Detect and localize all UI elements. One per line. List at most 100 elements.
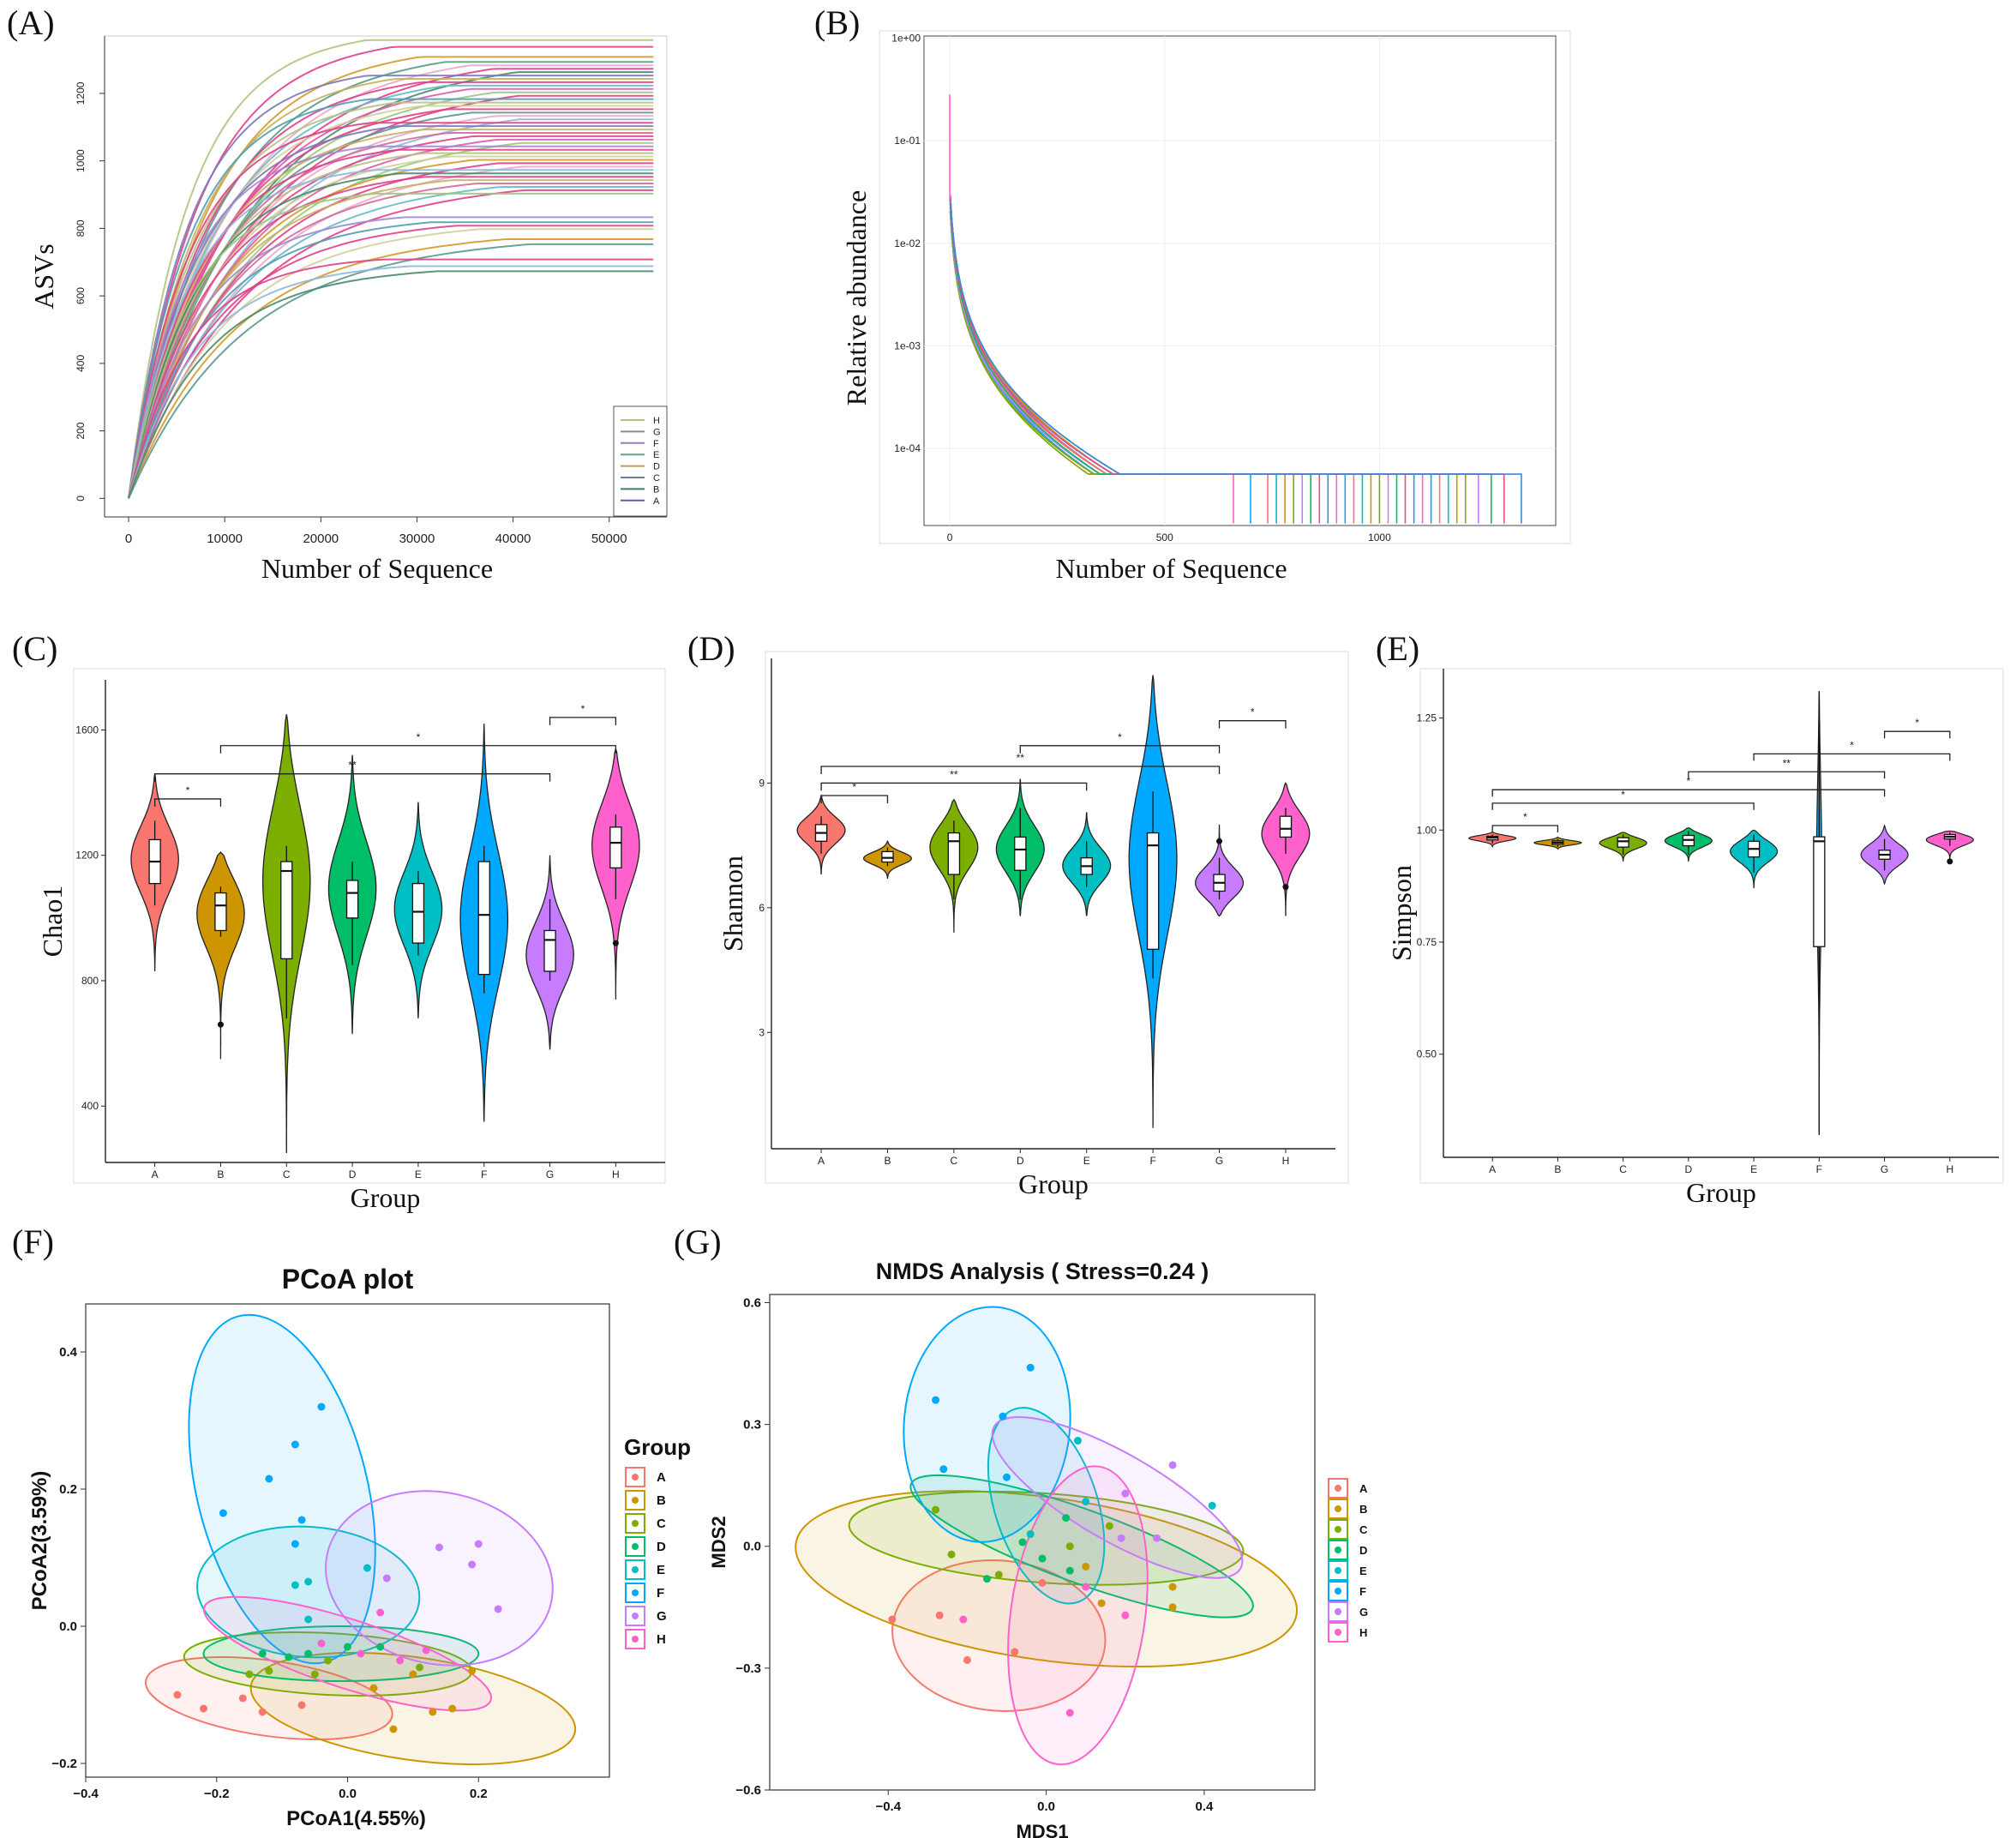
ellipse-G	[991, 1416, 1244, 1579]
panel-f-y-axis-title: PCoA2(3.59%)	[28, 1471, 51, 1611]
legend-label-D: D	[657, 1540, 666, 1554]
panel-a-rarefaction-curve	[128, 270, 654, 499]
outlier-G	[1216, 838, 1223, 844]
panel-a-rarefaction-curve	[128, 176, 654, 499]
panel-a-rarefaction-curve	[128, 98, 654, 499]
outlier-H	[612, 940, 619, 946]
panel-f-y-tick-label: 0.0	[59, 1619, 77, 1634]
panel-label-D: (D)	[687, 629, 735, 668]
box-B	[881, 850, 894, 863]
point-D	[1018, 1538, 1027, 1547]
panel-g-y-tick-label: 0.3	[743, 1418, 761, 1433]
point-D	[376, 1643, 385, 1651]
panel-e-y-tick-label: 0.50	[1417, 1048, 1437, 1060]
legend-dot-F	[1335, 1588, 1341, 1595]
panel-b-x-tick-label: 500	[1156, 532, 1173, 544]
point-A	[199, 1704, 207, 1713]
significance-bracket	[820, 782, 1088, 791]
point-G	[1153, 1534, 1161, 1542]
panel-g-y-tick-label: 0.6	[743, 1295, 761, 1310]
panel-b-x-tick-label: 1000	[1368, 532, 1391, 544]
legend-dot-G	[1335, 1608, 1341, 1615]
panel-c-x-tick-label: G	[546, 1168, 554, 1180]
panel-d-outer-frame	[765, 651, 1349, 1184]
ellipse-H	[202, 1595, 493, 1712]
point-G	[494, 1605, 502, 1613]
box-F	[477, 861, 490, 976]
panel-a-rarefaction: 0 10000 20000 30000 40000 50000 0 200 400 600 800 1…	[28, 35, 668, 584]
point-B	[448, 1704, 457, 1713]
panel-a-y-tick-label: 400	[75, 355, 87, 372]
legend-label-B: B	[657, 1493, 666, 1508]
panel-c-y-tick-label: 1200	[75, 850, 99, 862]
significance-label: *	[1523, 811, 1527, 823]
panel-a-x-tick-label: 0	[125, 532, 132, 546]
panel-d-x-axis-title: Group	[1018, 1168, 1089, 1199]
panel-b-y-tick-label: 1e+00	[891, 32, 921, 44]
point-G	[435, 1543, 443, 1552]
panel-e-x-tick-label: G	[1881, 1163, 1888, 1175]
point-D	[1062, 1514, 1071, 1523]
significance-label: **	[950, 768, 958, 780]
panel-d-x-tick-label: A	[818, 1155, 825, 1167]
panel-a-y-tick-label: 1200	[75, 81, 87, 105]
point-B	[1168, 1603, 1177, 1612]
point-E	[1026, 1530, 1035, 1539]
legend-label-H: H	[1359, 1626, 1367, 1639]
box-H	[1279, 815, 1293, 838]
ellipse-A	[891, 1559, 1107, 1712]
significance-bracket	[1491, 789, 1886, 797]
panel-g-x-tick-label: 0.4	[1196, 1799, 1215, 1814]
ellipse-G	[325, 1490, 554, 1667]
panel-b-y-tick-label: 1e-04	[894, 442, 921, 454]
panel-label-F: (F)	[12, 1222, 54, 1261]
legend-dot-C	[1335, 1526, 1341, 1533]
point-B	[468, 1667, 477, 1675]
point-F	[939, 1465, 948, 1474]
ellipse-A	[145, 1655, 393, 1741]
significance-bracket	[1491, 825, 1559, 833]
point-F	[1003, 1473, 1011, 1481]
panel-c-x-tick-label: A	[152, 1168, 159, 1180]
significance-bracket	[153, 773, 551, 782]
panel-a-y-tick-label: 800	[75, 219, 87, 237]
point-A	[1038, 1578, 1047, 1587]
point-E	[1082, 1498, 1090, 1506]
outlier-H	[1282, 884, 1289, 891]
point-C	[1105, 1522, 1113, 1530]
panel-d-x-tick-label: G	[1215, 1155, 1223, 1167]
panel-f-title: PCoA plot	[282, 1264, 414, 1294]
significance-bracket	[1218, 720, 1287, 729]
panel-d-x-tick-label: D	[1017, 1155, 1024, 1167]
panel-d-x-tick-label: B	[884, 1155, 891, 1167]
point-E	[304, 1615, 313, 1624]
panel-a-rarefaction-curve	[128, 75, 654, 499]
point-F	[1026, 1363, 1035, 1372]
legend-dot-H	[632, 1636, 639, 1643]
panel-c-y-axis-title: Chao1	[37, 886, 68, 958]
point-C	[1065, 1542, 1074, 1551]
panel-b-abundance-curve	[949, 195, 1522, 524]
legend-dot-C	[632, 1520, 639, 1527]
significance-label: *	[1251, 706, 1255, 718]
legend-label-G: G	[1359, 1606, 1368, 1619]
panel-f-y-tick-label: 0.4	[59, 1345, 78, 1360]
point-F	[291, 1540, 299, 1548]
panel-a-y-tick-label: 0	[75, 496, 87, 502]
panel-b-rank-abundance: 0 500 1000 1e+00 1e-01 1e-02 1e-03 1e-04 Number …	[841, 30, 1571, 584]
legend-label-B: B	[1359, 1503, 1367, 1516]
panel-g-y-tick-label: 0.0	[743, 1540, 761, 1554]
point-E	[291, 1581, 299, 1589]
point-H	[1065, 1709, 1074, 1717]
legend-label-C: C	[657, 1517, 666, 1531]
significance-label: *	[1687, 775, 1691, 787]
significance-label: **	[1783, 757, 1791, 769]
panel-a-rarefaction-curve	[128, 192, 654, 499]
box-B	[214, 892, 227, 932]
point-H	[376, 1608, 385, 1617]
panel-e-x-axis-title: Group	[1686, 1177, 1756, 1208]
legend-label-F: F	[1359, 1585, 1366, 1598]
panel-g-x-tick-label: 0.0	[1037, 1799, 1055, 1814]
